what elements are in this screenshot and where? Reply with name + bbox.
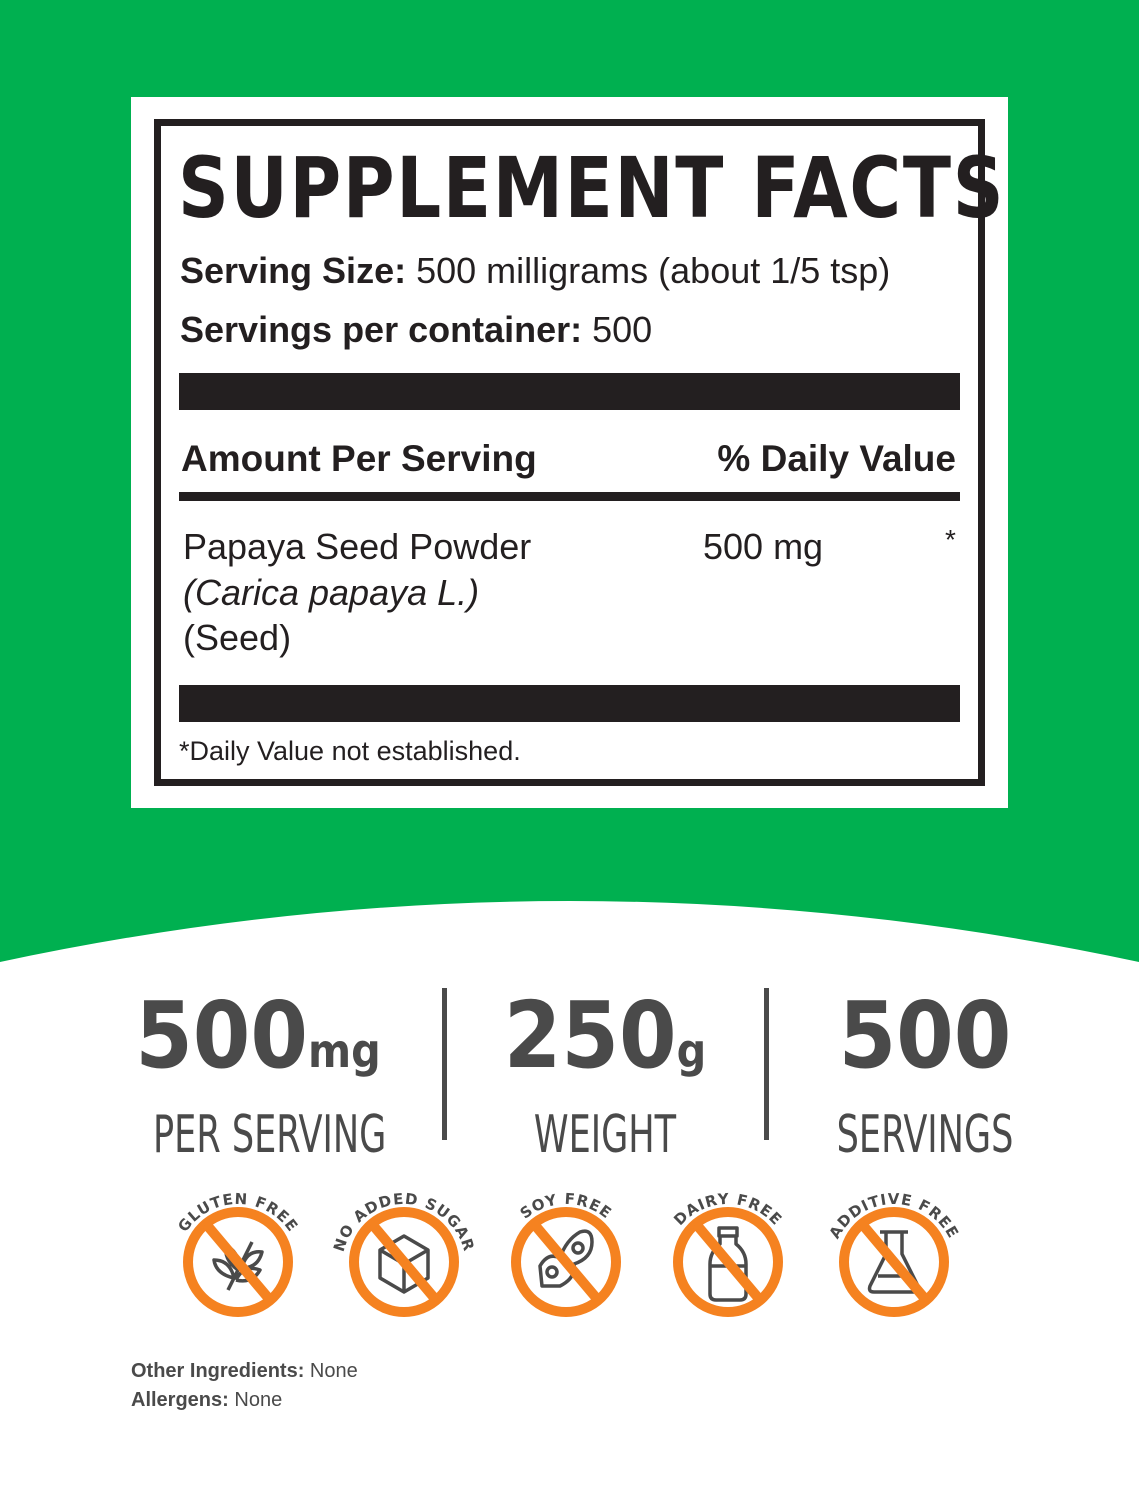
prohibited-icon	[839, 1207, 949, 1317]
badge-label: SOY FREE	[517, 1190, 616, 1223]
ingredient-amount: 500 mg	[703, 526, 824, 567]
stat-label: SERVINGS	[836, 1105, 1014, 1165]
serving-size-label: Serving Size:	[180, 250, 407, 291]
badge-gluten-free: GLUTEN FREE	[158, 1180, 318, 1335]
stat-divider	[764, 988, 769, 1140]
servings-value: 500	[592, 309, 653, 350]
stat-label: WEIGHT	[533, 1105, 677, 1165]
allergens-label: Allergens:	[131, 1389, 229, 1411]
other-ingredients: Other Ingredients: None	[131, 1360, 358, 1383]
servings-per-container: Servings per container: 500	[180, 309, 652, 351]
thick-divider	[179, 373, 960, 410]
allergens: Allergens: None	[131, 1389, 282, 1412]
other-ingredients-value: None	[309, 1360, 358, 1382]
badge-additive-free: ADDITIVE FREE	[814, 1180, 974, 1335]
other-ingredients-label: Other Ingredients:	[131, 1360, 305, 1382]
badge-no-added-sugar: NO ADDED SUGAR	[324, 1180, 484, 1335]
footnote: *Daily Value not established.	[179, 736, 521, 766]
stat-divider	[442, 988, 447, 1140]
stat-weight: 250g WEIGHT	[465, 990, 745, 1166]
stat-label: PER SERVING	[153, 1105, 387, 1165]
thick-divider-bottom	[179, 685, 960, 722]
stat-servings: 500 SERVINGS	[785, 990, 1065, 1166]
facts-border	[154, 119, 985, 786]
stat-per-serving: 500mg PER SERVING	[118, 990, 398, 1166]
badge-dairy-free: DAIRY FREE	[648, 1180, 808, 1335]
ingredient-dv: *	[945, 524, 956, 555]
stat-value: 500	[135, 982, 309, 1089]
dv-header: % Daily Value	[717, 438, 956, 479]
prohibited-icon	[511, 1207, 621, 1317]
facts-title: SUPPLEMENT FACTS	[178, 139, 1006, 237]
stat-unit: mg	[308, 1024, 381, 1078]
amount-header: Amount Per Serving	[181, 438, 537, 479]
prohibited-icon	[673, 1207, 783, 1317]
serving-size: Serving Size: 500 milligrams (about 1/5 …	[180, 250, 890, 292]
ingredient-name: Papaya Seed Powder	[183, 526, 532, 567]
allergens-value: None	[234, 1389, 283, 1411]
prohibited-icon	[183, 1207, 293, 1317]
header-divider	[179, 492, 960, 501]
servings-label: Servings per container:	[180, 309, 583, 350]
stat-value: 500	[838, 982, 1012, 1089]
ingredient-part: (Seed)	[183, 617, 292, 658]
prohibited-icon	[349, 1207, 459, 1317]
stat-unit: g	[676, 1024, 707, 1078]
badge-soy-free: SOY FREE	[486, 1180, 646, 1335]
ingredient-latin: (Carica papaya L.)	[183, 572, 480, 613]
stat-value: 250	[503, 982, 677, 1089]
serving-size-value: 500 milligrams (about 1/5 tsp)	[416, 250, 891, 291]
